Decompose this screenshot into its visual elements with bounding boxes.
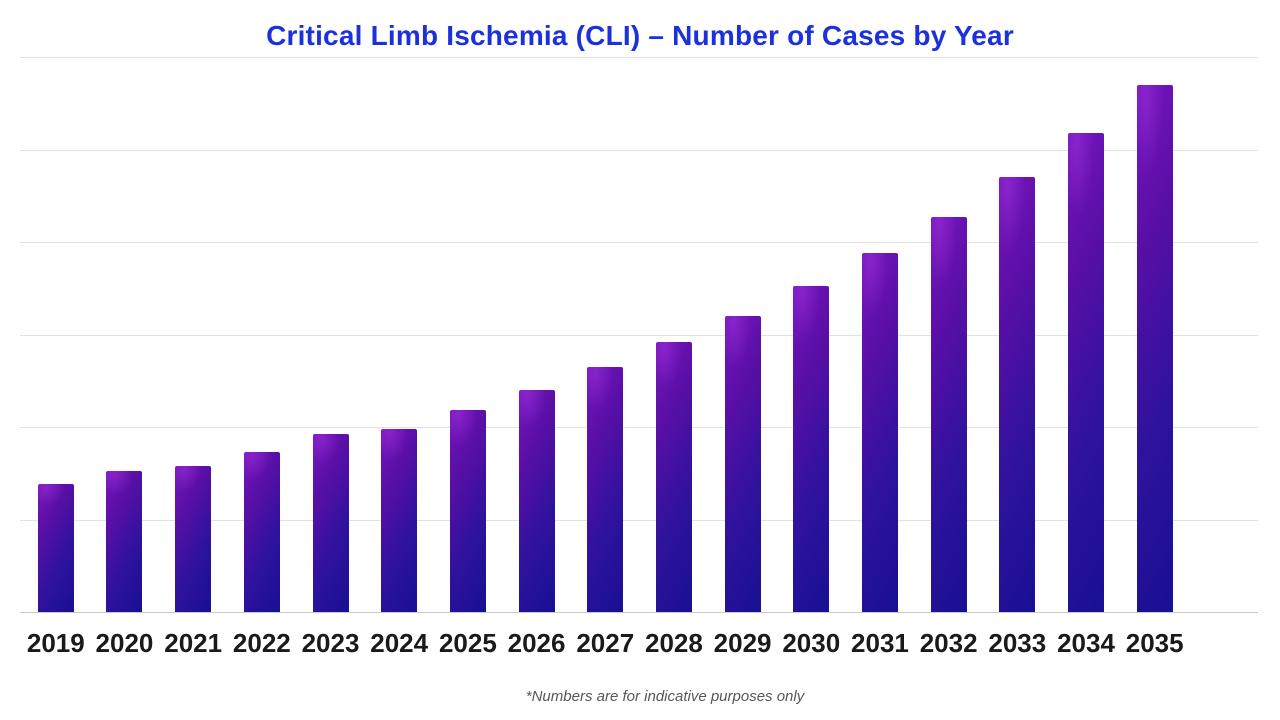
x-tick-label-2025: 2025	[438, 628, 497, 658]
x-tick-label-2026: 2026	[507, 628, 566, 658]
bar-2025	[449, 410, 486, 612]
x-axis-baseline	[20, 612, 1258, 613]
x-tick-label-2021: 2021	[164, 628, 223, 658]
bar-2032	[930, 217, 967, 612]
x-tick-label-2035: 2035	[1125, 628, 1184, 658]
x-tick-label-2020: 2020	[95, 628, 154, 658]
bar-2026	[518, 390, 555, 612]
gridline	[20, 334, 1258, 336]
x-tick-label-2033: 2033	[988, 628, 1047, 658]
bar-2030	[793, 285, 830, 612]
bar-2031	[861, 253, 898, 612]
gridline	[20, 242, 1258, 243]
bar-2023	[312, 434, 349, 612]
x-tick-label-2028: 2028	[644, 628, 703, 658]
plot-area	[20, 57, 1258, 613]
x-tick-label-2024: 2024	[370, 628, 429, 658]
bar-2020	[106, 471, 143, 612]
x-tick-label-2022: 2022	[232, 628, 291, 658]
bar-2022	[243, 452, 280, 612]
bar-2027	[587, 366, 624, 612]
gridline	[20, 57, 1258, 58]
chart-footnote: *Numbers are for indicative purposes onl…	[525, 688, 805, 705]
gridline	[20, 519, 1258, 521]
x-tick-label-2034: 2034	[1057, 628, 1115, 658]
bar-2024	[381, 428, 418, 612]
x-tick-label-2030: 2030	[782, 628, 841, 658]
chart-title: Critical Limb Ischemia (CLI) – Number of…	[266, 20, 1014, 51]
bar-2033	[999, 177, 1036, 612]
x-tick-label-2031: 2031	[851, 628, 909, 658]
x-tick-label-2019: 2019	[26, 628, 85, 658]
bar-2034	[1068, 132, 1104, 612]
bar-2028	[655, 341, 692, 612]
bar-2035	[1136, 84, 1173, 612]
x-tick-label-2032: 2032	[919, 628, 978, 658]
x-axis-labels: 2019 2020 2021 2022 2023 2024 2025 2026 2027 2028…	[0, 628, 1280, 662]
bar-2029	[724, 316, 761, 612]
gridline	[20, 427, 1258, 428]
gridline	[20, 149, 1258, 151]
x-tick-label-2027: 2027	[576, 628, 635, 658]
x-tick-label-2029: 2029	[713, 628, 772, 658]
x-tick-label-2023: 2023	[301, 628, 360, 658]
bar-2021	[175, 465, 212, 612]
bar-2019	[37, 484, 74, 612]
